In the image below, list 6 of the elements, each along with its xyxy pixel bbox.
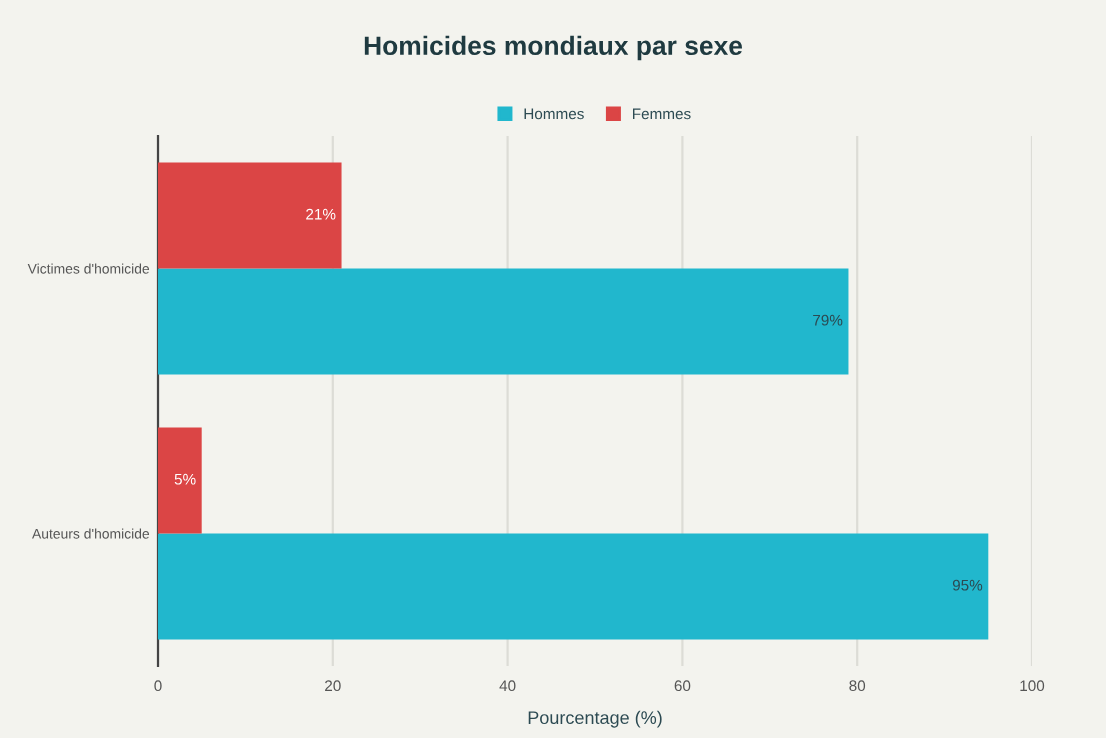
bar [158, 268, 849, 375]
x-axis-title: Pourcentage (%) [528, 710, 662, 728]
bar [158, 162, 342, 269]
bar [158, 533, 989, 640]
chart-title: Homicides mondiaux par sexe [364, 35, 743, 61]
bar [158, 427, 202, 534]
